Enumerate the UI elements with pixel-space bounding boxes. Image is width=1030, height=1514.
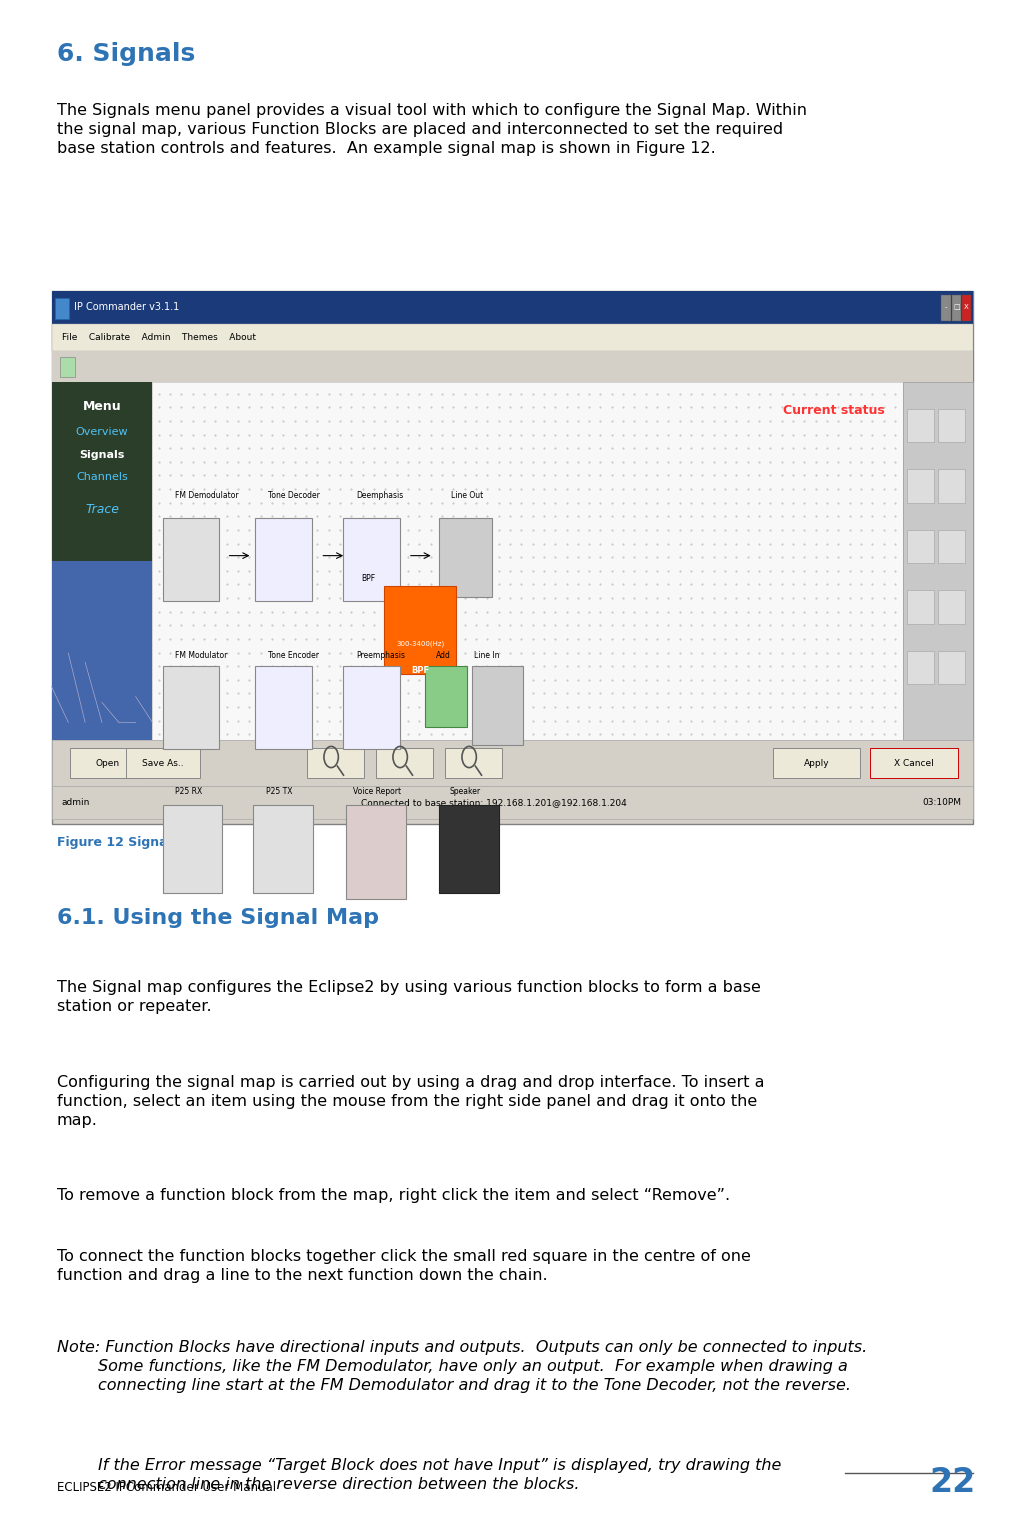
Bar [163,518,219,601]
Text: -: - [945,304,948,310]
Text: Line In: Line In [474,651,500,660]
Text: Open: Open [95,759,119,768]
Bar [384,586,456,674]
Text: Figure 12 Signals Panel: Figure 12 Signals Panel [57,836,221,849]
Bar [346,805,406,899]
Text: Current status: Current status [783,404,885,418]
Text: P25 RX: P25 RX [175,787,202,796]
Text: File    Calibrate    Admin    Themes    About: File Calibrate Admin Themes About [62,333,255,342]
Text: 300-3400(Hz): 300-3400(Hz) [397,640,444,646]
Bar [52,786,973,819]
Text: □: □ [953,304,960,310]
Text: The Signal map configures the Eclipse2 by using various function blocks to form : The Signal map configures the Eclipse2 b… [57,980,760,1014]
Text: Trace: Trace [84,503,119,516]
Text: Overview: Overview [75,427,129,438]
Bar [255,518,312,601]
Bar [52,562,152,740]
Text: Preemphasis: Preemphasis [356,651,406,660]
Bar [376,748,433,778]
Bar [941,295,951,321]
Text: The Signals menu panel provides a visual tool with which to configure the Signal: The Signals menu panel provides a visual… [57,103,806,156]
Text: Speaker: Speaker [449,787,480,796]
Bar [126,748,200,778]
Bar [907,651,934,684]
Text: IP Commander v3.1.1: IP Commander v3.1.1 [74,303,179,312]
Text: BPF: BPF [362,574,376,583]
Bar [60,357,75,377]
Bar [907,590,934,624]
Text: Voice Report: Voice Report [353,787,402,796]
Bar [445,748,502,778]
Text: Apply: Apply [803,759,829,768]
Text: X: X [964,304,969,310]
Text: Deemphasis: Deemphasis [356,491,404,500]
Bar [907,409,934,442]
Bar [903,382,973,740]
Bar [907,530,934,563]
Bar [55,298,69,319]
Text: 6. Signals: 6. Signals [57,42,195,67]
Bar [907,469,934,503]
Bar [439,518,492,597]
Bar [52,382,152,740]
Bar [52,351,973,382]
Bar [938,469,965,503]
Text: To remove a function block from the map, right click the item and select “Remove: To remove a function block from the map,… [57,1188,730,1204]
Bar [163,805,222,893]
Text: FM Modulator: FM Modulator [175,651,228,660]
Bar [52,740,973,786]
Text: BPF: BPF [411,666,430,675]
Bar [952,295,961,321]
Bar [938,409,965,442]
Text: If the Error message “Target Block does not have Input” is displayed, try drawin: If the Error message “Target Block does … [57,1458,781,1493]
Text: FM Demodulator: FM Demodulator [175,491,239,500]
Text: Add: Add [436,651,450,660]
Bar [772,748,860,778]
Bar [163,666,219,749]
Bar [52,324,973,351]
Text: 03:10PM: 03:10PM [922,798,961,807]
Text: Menu: Menu [82,400,122,413]
Text: Connected to base station: 192.168.1.201@192.168.1.204: Connected to base station: 192.168.1.201… [362,798,627,807]
Bar [253,805,313,893]
Text: admin: admin [62,798,91,807]
Bar [962,295,971,321]
Text: X Cancel: X Cancel [894,759,934,768]
Bar [938,590,965,624]
Bar [52,291,973,824]
Text: ECLIPSE2 IPCommander User Manual: ECLIPSE2 IPCommander User Manual [57,1481,276,1494]
Text: Channels: Channels [76,472,128,483]
Text: Note: Function Blocks have directional inputs and outputs.  Outputs can only be : Note: Function Blocks have directional i… [57,1340,867,1393]
Bar [343,666,400,749]
Text: Signals: Signals [79,450,125,460]
Text: 6.1. Using the Signal Map: 6.1. Using the Signal Map [57,908,379,928]
Text: 22: 22 [930,1466,975,1499]
Bar [343,518,400,601]
Text: Line Out: Line Out [451,491,483,500]
Text: P25 TX: P25 TX [266,787,293,796]
Text: Tone Decoder: Tone Decoder [268,491,319,500]
Bar [307,748,364,778]
Text: Save As..: Save As.. [142,759,183,768]
Bar [52,291,973,324]
Text: To connect the function blocks together click the small red square in the centre: To connect the function blocks together … [57,1249,751,1284]
Text: Configuring the signal map is carried out by using a drag and drop interface. To: Configuring the signal map is carried ou… [57,1075,764,1128]
Text: Tone Encoder: Tone Encoder [268,651,319,660]
Bar [938,651,965,684]
Bar [938,530,965,563]
Bar [870,748,958,778]
Bar [425,666,467,727]
Bar [472,666,523,745]
Bar [152,382,903,740]
Bar [255,666,312,749]
Bar [70,748,144,778]
Bar [439,805,499,893]
